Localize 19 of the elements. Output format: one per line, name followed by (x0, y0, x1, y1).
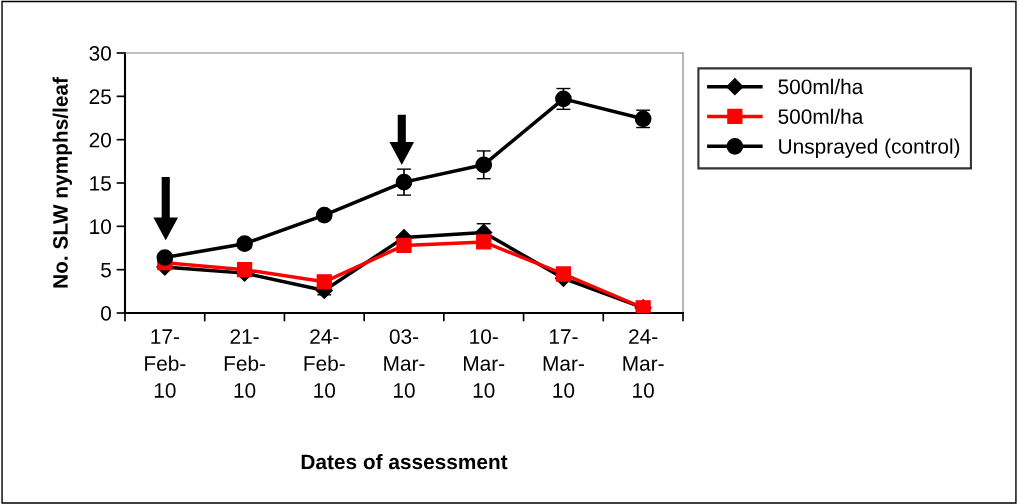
x-tick-label: 24-Mar-10 (623, 329, 664, 398)
y-tick-label: 0 (101, 306, 111, 321)
y-tick-label: 5 (101, 262, 111, 278)
x-tick-label: 17-Mar-10 (543, 329, 584, 398)
y-tick-label: 10 (90, 219, 111, 235)
x-axis-title: Dates of assessment (301, 453, 508, 470)
y-tick-label: 20 (89, 132, 111, 148)
y-tick-label: 30 (89, 46, 111, 61)
legend-label: 500ml/ha (778, 108, 864, 124)
x-tick-label: 21-Feb-10 (224, 329, 266, 398)
y-axis-title: No. SLW nymphs/leaf (52, 77, 72, 288)
legend-label: Unsprayed (control) (779, 138, 960, 158)
x-tick-label: 24-Feb-10 (304, 329, 345, 398)
y-tick-label: 25 (89, 89, 111, 105)
legend-label: 500ml/ha (778, 78, 864, 95)
y-tick-label: 15 (90, 176, 111, 191)
x-tick-label: 10-Mar-10 (464, 329, 505, 398)
x-tick-label: 03-Mar-10 (384, 329, 425, 398)
x-tick-label: 17-Feb-10 (145, 329, 186, 398)
